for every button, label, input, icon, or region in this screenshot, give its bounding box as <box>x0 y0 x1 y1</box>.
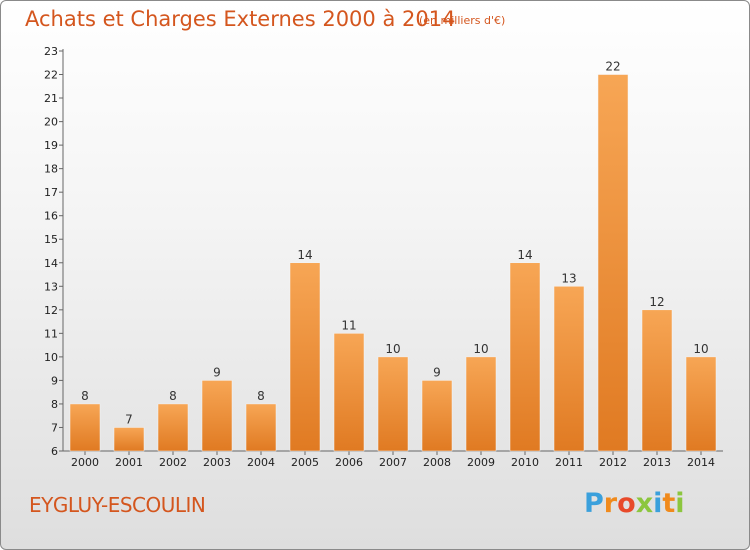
y-tick-label: 21 <box>44 92 58 105</box>
logo-letter: P <box>584 488 604 519</box>
bar-2004 <box>245 403 277 452</box>
data-label-2003: 9 <box>213 365 221 379</box>
data-label-2013: 12 <box>649 295 664 309</box>
bar-2011 <box>553 286 585 452</box>
x-tick-label: 2000 <box>71 456 99 469</box>
x-tick-label: 2003 <box>203 456 231 469</box>
data-label-2011: 13 <box>561 271 576 285</box>
data-label-2005: 14 <box>297 248 312 262</box>
logo-letter: i <box>653 488 663 519</box>
y-tick-label: 9 <box>51 374 58 387</box>
y-tick-label: 12 <box>44 304 58 317</box>
chart-unit: (en milliers d'€) <box>419 14 506 27</box>
commune-name: EYGLUY-ESCOULIN <box>29 493 206 517</box>
y-tick-label: 19 <box>44 139 58 152</box>
bar-2005 <box>289 262 321 452</box>
x-tick-label: 2007 <box>379 456 407 469</box>
y-tick-label: 18 <box>44 163 58 176</box>
bar-2014 <box>685 356 717 452</box>
y-tick-label: 17 <box>44 186 58 199</box>
data-label-2001: 7 <box>125 412 133 426</box>
x-tick-label: 2013 <box>643 456 671 469</box>
x-tick-label: 2011 <box>555 456 583 469</box>
logo-letter: o <box>617 488 636 519</box>
x-tick-label: 2009 <box>467 456 495 469</box>
bar-2008 <box>421 380 453 452</box>
x-tick-label: 2010 <box>511 456 539 469</box>
logo-letter: i <box>675 488 685 519</box>
data-label-2012: 22 <box>605 60 620 74</box>
x-tick-label: 2014 <box>687 456 715 469</box>
data-label-2008: 9 <box>433 365 441 379</box>
y-tick-label: 22 <box>44 69 58 82</box>
bar-2006 <box>333 333 365 452</box>
data-label-2014: 10 <box>693 342 708 356</box>
logo-letter: x <box>635 488 654 519</box>
y-tick-label: 20 <box>44 116 58 129</box>
chart-title: Achats et Charges Externes 2000 à 2014 <box>25 7 456 31</box>
bar-2013 <box>641 309 673 452</box>
y-tick-label: 14 <box>44 257 58 270</box>
axes: 6 7 8 9 10 11 12 13 14 15 16 17 18 19 20 21 22 23 2000 2001… <box>44 45 723 469</box>
x-tick-label: 2012 <box>599 456 627 469</box>
x-tick-label: 2006 <box>335 456 363 469</box>
y-tick-label: 15 <box>44 233 58 246</box>
y-tick-label: 8 <box>51 398 58 411</box>
logo-letter: r <box>603 488 618 519</box>
data-label-2004: 8 <box>257 389 265 403</box>
x-tick-label: 2002 <box>159 456 187 469</box>
bar-2002 <box>157 403 189 452</box>
data-label-2006: 11 <box>341 318 356 332</box>
y-tick-label: 23 <box>44 45 58 58</box>
x-tick-label: 2004 <box>247 456 275 469</box>
data-label-2000: 8 <box>81 389 89 403</box>
data-label-2009: 10 <box>473 342 488 356</box>
x-tick-label: 2005 <box>291 456 319 469</box>
y-tick-label: 11 <box>44 327 58 340</box>
bar-2001 <box>113 427 145 452</box>
bar-2010 <box>509 262 541 452</box>
bar-2003 <box>201 380 233 452</box>
data-label-2010: 14 <box>517 248 532 262</box>
data-label-2002: 8 <box>169 389 177 403</box>
x-tick-label: 2001 <box>115 456 143 469</box>
y-tick-label: 7 <box>51 421 58 434</box>
x-tick-label: 2008 <box>423 456 451 469</box>
proxiti-logo: Proxiti <box>584 488 685 519</box>
bar-2007 <box>377 356 409 452</box>
data-label-2007: 10 <box>385 342 400 356</box>
bar-2000 <box>69 403 101 452</box>
bar-2009 <box>465 356 497 452</box>
bars <box>69 74 717 452</box>
bar-2012 <box>597 74 629 452</box>
y-tick-label: 10 <box>44 351 58 364</box>
logo-letter: t <box>662 488 676 519</box>
data-labels: 8 7 8 9 8 14 11 10 9 10 14 13 22 12 10 <box>81 60 708 427</box>
y-tick-label: 6 <box>51 445 58 458</box>
y-tick-label: 16 <box>44 210 58 223</box>
y-tick-label: 13 <box>44 280 58 293</box>
